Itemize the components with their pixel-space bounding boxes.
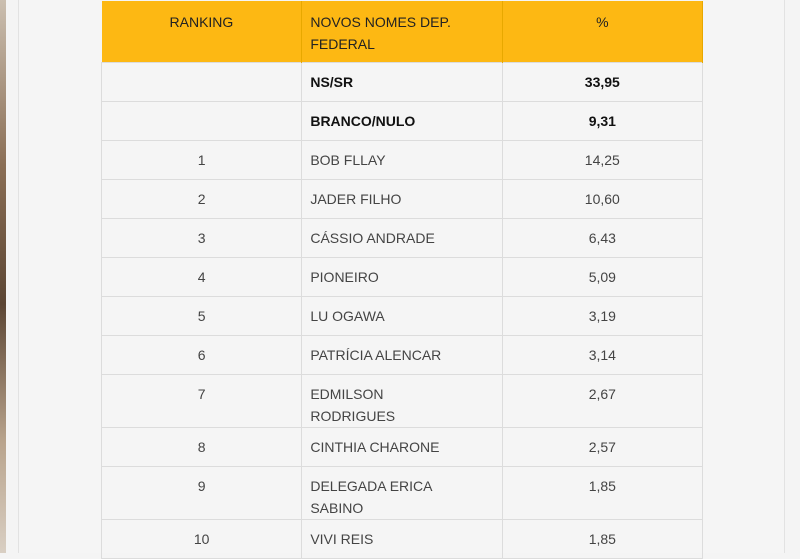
name-cell: PATRÍCIA ALENCAR bbox=[301, 334, 503, 375]
table-row: 7 EDMILSON RODRIGUES 2,67 bbox=[100, 373, 704, 428]
header-name: NOVOS NOMES DEP. FEDERAL bbox=[301, 1, 503, 62]
table-row: 6 PATRÍCIA ALENCAR 3,14 bbox=[100, 334, 704, 375]
name-cell: BRANCO/NULO bbox=[301, 100, 503, 141]
table-row: BRANCO/NULO 9,31 bbox=[100, 100, 704, 141]
table-header-row: RANKING NOVOS NOMES DEP. FEDERAL % bbox=[101, 1, 704, 62]
rank-cell bbox=[100, 61, 303, 102]
table-row: 3 CÁSSIO ANDRADE 6,43 bbox=[100, 217, 704, 258]
name-cell: JADER FILHO bbox=[301, 178, 503, 219]
rank-cell: 6 bbox=[100, 334, 303, 375]
name-cell: CÁSSIO ANDRADE bbox=[301, 217, 503, 258]
name-cell: PIONEIRO bbox=[301, 256, 503, 297]
percent-cell: 5,09 bbox=[501, 256, 704, 297]
percent-cell: 9,31 bbox=[501, 100, 704, 141]
percent-cell: 1,85 bbox=[501, 465, 704, 520]
rank-cell: 3 bbox=[100, 217, 303, 258]
percent-cell: 6,43 bbox=[501, 217, 704, 258]
percent-cell: 10,60 bbox=[501, 178, 704, 219]
name-cell: CINTHIA CHARONE bbox=[301, 426, 503, 467]
background-photo-edge bbox=[0, 0, 6, 553]
table-row: 9 DELEGADA ERICA SABINO 1,85 bbox=[100, 465, 704, 520]
rank-cell bbox=[100, 100, 303, 141]
table-row: 2 JADER FILHO 10,60 bbox=[100, 178, 704, 219]
table-row: 4 PIONEIRO 5,09 bbox=[100, 256, 704, 297]
rank-cell: 5 bbox=[100, 295, 303, 336]
name-cell: BOB FLLAY bbox=[301, 139, 503, 180]
rank-cell: 1 bbox=[100, 139, 303, 180]
table-row: NS/SR 33,95 bbox=[100, 61, 704, 102]
table-row: 8 CINTHIA CHARONE 2,57 bbox=[100, 426, 704, 467]
name-cell: DELEGADA ERICA SABINO bbox=[301, 465, 503, 520]
percent-cell: 3,14 bbox=[501, 334, 704, 375]
header-ranking: RANKING bbox=[101, 1, 303, 62]
rank-cell: 9 bbox=[100, 465, 303, 520]
name-cell: VIVI REIS bbox=[301, 518, 503, 559]
percent-cell: 3,19 bbox=[501, 295, 704, 336]
percent-cell: 14,25 bbox=[501, 139, 704, 180]
table-row: 10 VIVI REIS 1,85 bbox=[100, 518, 704, 559]
table-row: 1 BOB FLLAY 14,25 bbox=[100, 139, 704, 180]
percent-cell: 2,57 bbox=[501, 426, 704, 467]
poll-ranking-table: RANKING NOVOS NOMES DEP. FEDERAL % NS/SR… bbox=[100, 1, 704, 559]
percent-cell: 33,95 bbox=[501, 61, 704, 102]
rank-cell: 10 bbox=[100, 518, 303, 559]
rank-cell: 8 bbox=[100, 426, 303, 467]
name-cell: NS/SR bbox=[301, 61, 503, 102]
header-percent: % bbox=[502, 1, 704, 62]
name-cell: EDMILSON RODRIGUES bbox=[301, 373, 503, 428]
table-row: 5 LU OGAWA 3,19 bbox=[100, 295, 704, 336]
percent-cell: 1,85 bbox=[501, 518, 704, 559]
percent-cell: 2,67 bbox=[501, 373, 704, 428]
rank-cell: 2 bbox=[100, 178, 303, 219]
rank-cell: 4 bbox=[100, 256, 303, 297]
name-cell: LU OGAWA bbox=[301, 295, 503, 336]
rank-cell: 7 bbox=[100, 373, 303, 428]
